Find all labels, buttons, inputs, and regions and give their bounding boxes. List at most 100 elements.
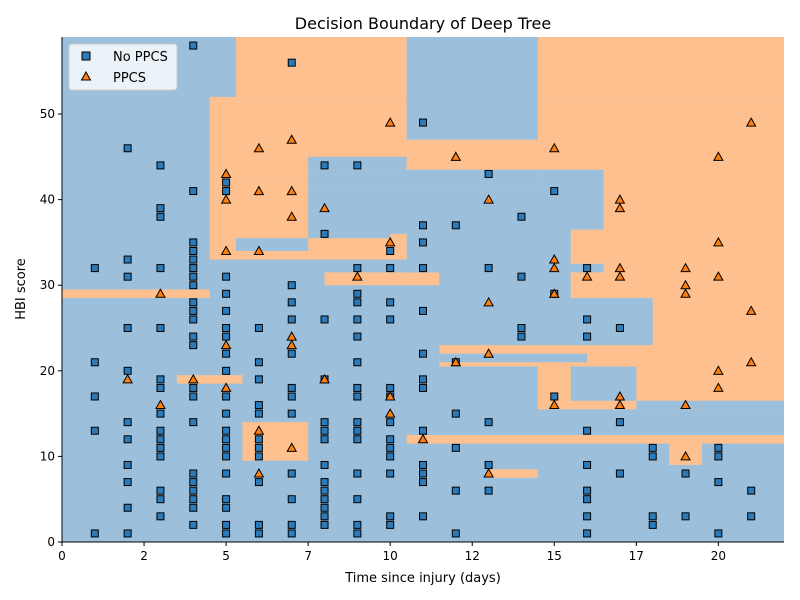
no-ppcs-point — [189, 255, 198, 264]
no-ppcs-point — [222, 443, 231, 452]
no-ppcs-point — [320, 495, 329, 504]
no-ppcs-point — [123, 255, 132, 264]
no-ppcs-point — [189, 332, 198, 341]
no-ppcs-point — [451, 409, 460, 418]
no-ppcs-point — [254, 529, 263, 538]
no-ppcs-point — [222, 306, 231, 315]
no-ppcs-point — [222, 409, 231, 418]
no-ppcs-point — [254, 452, 263, 461]
no-ppcs-point — [583, 460, 592, 469]
no-ppcs-point — [287, 520, 296, 529]
no-ppcs-point — [353, 529, 362, 538]
no-ppcs-point — [386, 418, 395, 427]
no-ppcs-point — [222, 349, 231, 358]
no-ppcs-point — [222, 520, 231, 529]
ppcs-point — [384, 117, 396, 127]
ppcs-region — [62, 289, 210, 299]
no-ppcs-point — [550, 187, 559, 196]
no-ppcs-point — [419, 264, 427, 273]
ppcs-point — [220, 194, 232, 204]
ppcs-point — [286, 185, 298, 196]
no-ppcs-point — [222, 495, 231, 504]
no-ppcs-point — [156, 212, 165, 221]
ppcs-point — [745, 117, 757, 127]
no-ppcs-point — [451, 221, 460, 230]
no-ppcs-point — [90, 264, 99, 273]
legend-label-no-ppcs: No PPCS — [113, 50, 168, 65]
no-ppcs-point — [320, 426, 329, 435]
no-ppcs-point — [353, 392, 362, 401]
no-ppcs-point — [156, 409, 165, 418]
no-ppcs-point — [90, 358, 99, 367]
y-tick-label: 20 — [40, 364, 55, 378]
no-ppcs-point — [189, 187, 198, 196]
no-ppcs-point — [189, 315, 198, 324]
no-ppcs-point — [156, 204, 165, 213]
no-ppcs-point — [419, 238, 427, 247]
ppcs-point — [220, 245, 232, 255]
no-ppcs-point — [254, 375, 263, 384]
ppcs-region — [324, 272, 440, 286]
no-ppcs-point — [189, 238, 198, 247]
no-ppcs-point — [254, 324, 263, 333]
no-ppcs-point — [648, 512, 657, 521]
no-ppcs-point — [123, 144, 132, 153]
no-ppcs-point — [320, 229, 329, 238]
no-ppcs-point — [714, 529, 723, 538]
no-ppcs-point — [222, 529, 231, 538]
no-ppcs-point — [254, 401, 263, 410]
no-ppcs-point — [222, 332, 231, 341]
no-ppcs-point — [648, 452, 657, 461]
x-tick-label: 7 — [304, 549, 312, 563]
x-axis-label: Time since injury (days) — [344, 571, 501, 586]
no-ppcs-point — [320, 503, 329, 512]
no-ppcs-point — [353, 315, 362, 324]
ppcs-point — [483, 296, 494, 307]
ppcs-point — [483, 468, 494, 478]
ppcs-point — [384, 236, 396, 247]
no-ppcs-point — [189, 478, 198, 487]
no-ppcs-point — [681, 469, 690, 478]
no-ppcs-point — [254, 358, 263, 367]
ppcs-point — [581, 271, 593, 281]
no-ppcs-point — [386, 512, 395, 521]
no-ppcs-point — [254, 520, 263, 529]
no-ppcs-point — [583, 332, 592, 341]
no-ppcs-point — [222, 469, 231, 478]
no-ppcs-point — [254, 435, 263, 444]
no-ppcs-point — [353, 426, 362, 435]
y-tick-label: 30 — [40, 278, 55, 292]
legend: No PPCS PPCS — [68, 43, 178, 91]
ppcs-region — [242, 422, 309, 461]
no-ppcs-point — [353, 358, 362, 367]
no-ppcs-point — [583, 512, 592, 521]
no-ppcs-point — [222, 435, 231, 444]
no-ppcs-region — [537, 169, 604, 230]
no-ppcs-point — [747, 486, 756, 495]
no-ppcs-point — [287, 315, 296, 324]
no-ppcs-point — [451, 443, 460, 452]
no-ppcs-point — [90, 392, 99, 401]
no-ppcs-point — [287, 529, 296, 538]
no-ppcs-point — [714, 478, 723, 487]
no-ppcs-point — [648, 443, 657, 452]
no-ppcs-point — [222, 178, 231, 187]
no-ppcs-point — [189, 383, 198, 392]
no-ppcs-point — [419, 512, 427, 521]
no-ppcs-point — [90, 529, 99, 538]
no-ppcs-point — [747, 512, 756, 521]
no-ppcs-point — [386, 315, 395, 324]
y-tick-label: 50 — [40, 107, 55, 121]
no-ppcs-point — [583, 529, 592, 538]
y-tick-label: 0 — [47, 535, 55, 549]
no-ppcs-point — [156, 452, 165, 461]
no-ppcs-point — [123, 366, 132, 375]
ppcs-point — [745, 305, 757, 315]
x-tick-label: 20 — [711, 549, 726, 563]
ppcs-point — [548, 399, 560, 410]
ppcs-point — [253, 425, 265, 435]
no-ppcs-region — [390, 191, 538, 230]
ppcs-point — [483, 194, 494, 204]
no-ppcs-point — [189, 272, 198, 281]
